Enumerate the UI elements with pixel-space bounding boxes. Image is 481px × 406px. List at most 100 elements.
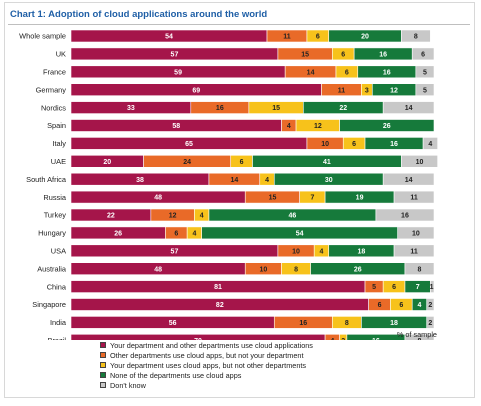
bar-segment [401,155,438,168]
legend-item: Your department and other departments us… [100,340,313,350]
legend-item: Don't know [100,380,313,390]
bar-segment [375,208,435,222]
data-label: 7 [310,195,314,202]
data-label: 20 [361,34,369,41]
data-label: 4 [200,213,204,220]
data-label: 46 [289,213,297,220]
data-label: 57 [171,52,179,59]
data-label: 8 [345,320,349,327]
data-label: 26 [114,231,122,238]
bar-segment [382,101,435,114]
data-label: 6 [316,34,320,41]
data-label: 12 [314,123,322,130]
data-label: 4 [320,248,324,255]
data-label: 54 [165,34,173,41]
data-label: 26 [383,123,391,130]
legend-label: Don't know [110,380,146,390]
data-label: 10 [292,248,300,255]
data-label: 6 [240,159,244,166]
data-label: 6 [399,302,403,309]
category-label: India [50,318,67,327]
data-label: 4 [330,338,334,340]
data-label: 33 [127,105,135,112]
data-label: 4 [287,123,291,130]
data-label: 1 [430,284,434,291]
data-label: 5 [423,69,427,76]
data-label: 5 [423,87,427,94]
legend-label: Other departments use cloud apps, but no… [110,350,304,360]
legend-swatch [100,342,106,348]
data-label: 10 [321,141,329,148]
bar-segment [393,190,435,204]
category-label: Germany [36,85,67,94]
data-label: 6 [341,52,345,59]
data-label: 70 [194,338,202,340]
bar-segment [430,280,435,293]
bar-segment [426,298,435,311]
data-label: 10 [259,266,267,273]
legend-item: None of the departments use cloud apps [100,370,313,380]
data-label: 4 [192,231,196,238]
category-label: UAE [51,157,66,166]
bar-segment [339,333,348,340]
data-label: 2 [341,338,345,340]
legend-label: Your department uses cloud apps, but not… [110,360,307,370]
data-label: 16 [401,213,409,220]
category-label: Turkey [44,211,67,220]
category-label: Italy [52,139,66,148]
category-label: Australia [37,264,67,273]
data-label: 81 [214,284,222,291]
data-label: 2 [428,302,432,309]
bar-segment [404,262,435,276]
legend-label: None of the departments use cloud apps [110,370,242,380]
data-label: 6 [392,284,396,291]
data-label: 8 [414,34,418,41]
data-label: 4 [428,141,432,148]
bar-segment [404,333,435,340]
data-label: 6 [345,69,349,76]
data-label: 6 [352,141,356,148]
data-label: 11 [338,87,346,94]
data-label: 6 [421,52,425,59]
data-label: 19 [356,195,364,202]
bar-segment [426,316,435,329]
data-label: 16 [372,338,380,340]
data-label: 15 [269,195,277,202]
bar-segments [70,29,438,340]
legend-item: Your department uses cloud apps, but not… [100,360,313,370]
data-label: 4 [265,177,269,184]
data-label: 10 [412,231,420,238]
data-label: 69 [192,87,200,94]
data-label: 59 [174,69,182,76]
category-label: Hungary [38,229,66,238]
bar-segment [415,83,435,96]
data-label: 14 [405,105,413,112]
data-label: 8 [294,266,298,273]
bar-segment [401,29,431,43]
data-label: 11 [410,195,418,202]
data-label: 15 [272,105,280,112]
bar-value-labels: 54 11 6 20 857 15 6 16 659 14 6 16 569 11 3 12 533 16 15 22… [103,34,433,340]
data-label: 2 [428,320,432,327]
bar-segment [346,333,406,340]
data-label: 3 [365,87,369,94]
bar-segment [415,65,435,79]
title-divider [8,24,470,25]
data-label: 30 [325,177,333,184]
category-label: USA [51,247,66,256]
legend-item: Other departments use cloud apps, but no… [100,350,313,360]
legend-label: Your department and other departments us… [110,340,313,350]
data-label: 16 [299,320,307,327]
data-label: 48 [154,266,162,273]
data-label: 8 [418,338,422,340]
category-label: China [47,282,67,291]
data-label: 12 [390,87,398,94]
data-label: 16 [390,141,398,148]
bar-segment [397,226,435,240]
data-label: 15 [301,52,309,59]
category-label: Singapore [32,300,66,309]
bar-segment [422,137,438,150]
data-label: 41 [323,159,331,166]
data-label: 14 [405,177,413,184]
data-label: 22 [107,213,115,220]
